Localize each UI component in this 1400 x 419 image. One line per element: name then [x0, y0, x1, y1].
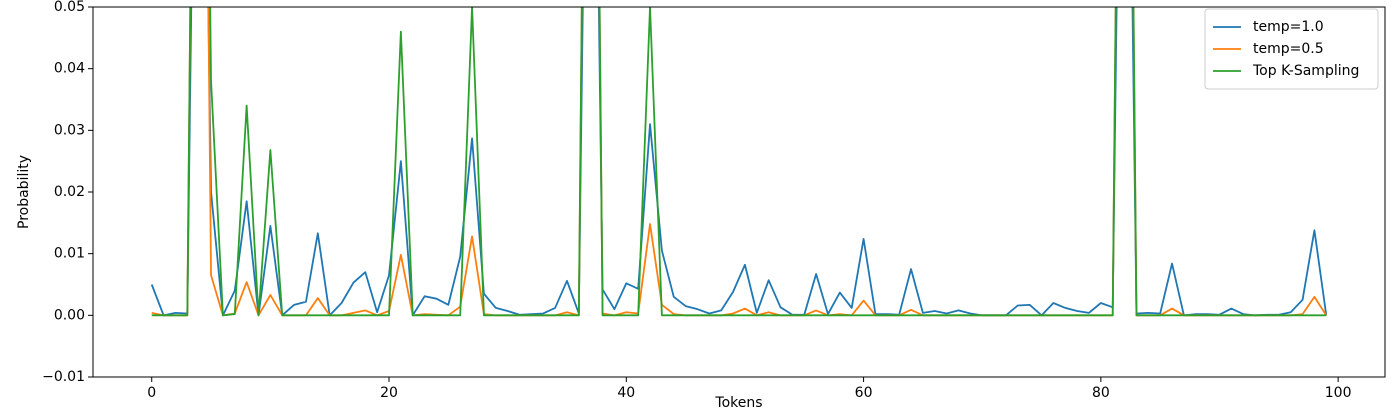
y-tick-label: 0.05	[54, 0, 85, 15]
x-axis-label: Tokens	[714, 395, 762, 411]
y-tick-label: 0.01	[54, 246, 85, 262]
series-line	[151, 7, 1327, 317]
y-tick-label: 0.03	[54, 122, 85, 138]
x-tick-label: 0	[147, 385, 156, 401]
legend-label: temp=0.5	[1253, 41, 1324, 57]
legend-box	[1204, 8, 1379, 90]
x-tick-label: 40	[617, 385, 635, 401]
series-line	[150, 7, 1328, 317]
y-axis-label: Probability	[16, 155, 32, 229]
y-tick-label: −0.01	[42, 369, 85, 385]
axes-frame	[92, 6, 1386, 378]
series-line	[151, 7, 1328, 317]
x-tick-label: 100	[1325, 385, 1352, 401]
legend-label: Top K-Sampling	[1252, 63, 1359, 79]
y-tick-label: 0.02	[54, 184, 85, 200]
legend-label: temp=1.0	[1253, 19, 1324, 35]
x-tick-label: 60	[855, 385, 873, 401]
y-tick-label: 0.04	[54, 61, 85, 77]
plot-area	[150, 7, 1328, 317]
y-tick-label: 0.00	[54, 307, 85, 323]
x-tick-label: 80	[1092, 385, 1110, 401]
x-tick-label: 20	[380, 385, 398, 401]
